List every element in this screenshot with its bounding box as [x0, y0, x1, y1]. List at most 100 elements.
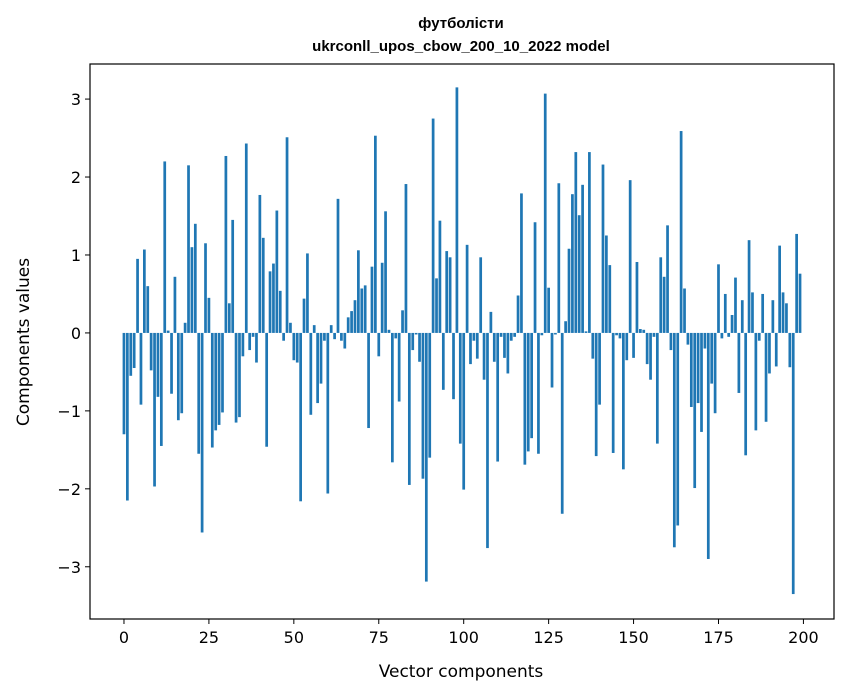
- bar-74: [374, 135, 377, 333]
- bar-34: [238, 332, 241, 418]
- bar-3: [132, 332, 136, 369]
- bar-106: [482, 332, 486, 380]
- bar-107: [486, 332, 489, 549]
- bar-19: [187, 165, 190, 333]
- bar-191: [771, 300, 775, 333]
- bar-94: [441, 332, 445, 390]
- bar-9: [153, 332, 156, 487]
- bar-127: [554, 332, 557, 335]
- bar-62: [333, 332, 336, 340]
- bar-171: [703, 332, 707, 349]
- bar-130: [564, 321, 567, 333]
- bar-11: [159, 332, 163, 446]
- bar-63: [336, 198, 340, 333]
- bar-10: [156, 332, 160, 397]
- bar-111: [499, 332, 503, 337]
- bar-189: [764, 332, 768, 422]
- bar-135: [581, 184, 584, 333]
- bar-96: [448, 257, 452, 333]
- bar-168: [693, 332, 697, 489]
- bar-48: [285, 137, 289, 333]
- bar-81: [397, 332, 401, 402]
- bar-50: [292, 332, 296, 361]
- bar-187: [757, 332, 761, 341]
- bar-55: [309, 332, 313, 415]
- bar-141: [601, 164, 605, 333]
- bar-5: [139, 332, 143, 405]
- y-axis-ticks: −3 −2 −1 0 1 2 3: [57, 90, 90, 577]
- y-tick-label: 2: [71, 168, 81, 187]
- bar-29: [221, 332, 224, 413]
- bar-163: [676, 332, 680, 526]
- x-axis-ticks: 0 25 50 75 100 125 150 175 200: [119, 619, 819, 647]
- bar-31: [227, 303, 231, 333]
- bar-146: [618, 332, 622, 339]
- bar-173: [710, 332, 714, 384]
- bar-158: [659, 257, 663, 333]
- x-tick-label: 125: [533, 628, 564, 647]
- bar-188: [761, 293, 765, 333]
- bar-102: [469, 332, 472, 365]
- bar-72: [367, 332, 370, 429]
- bar-32: [231, 219, 235, 333]
- bar-58: [319, 332, 323, 384]
- bar-42: [265, 332, 269, 447]
- bar-8: [149, 332, 153, 371]
- x-tick-label: 175: [703, 628, 734, 647]
- bar-109: [492, 332, 496, 362]
- bar-174: [713, 332, 717, 414]
- bar-132: [571, 194, 574, 333]
- bar-53: [302, 298, 306, 333]
- bar-57: [316, 332, 319, 404]
- bar-46: [278, 290, 282, 333]
- bar-165: [683, 288, 686, 333]
- y-tick-label: −1: [57, 402, 81, 421]
- bar-149: [628, 180, 632, 333]
- bar-198: [795, 233, 798, 333]
- bar-49: [289, 322, 292, 333]
- bar-18: [183, 322, 187, 333]
- bar-54: [306, 253, 309, 333]
- bar-4: [136, 258, 139, 333]
- bar-98: [455, 87, 459, 333]
- bar-124: [543, 93, 547, 333]
- bar-134: [577, 215, 581, 333]
- bar-195: [785, 303, 788, 333]
- bar-22: [197, 332, 201, 454]
- bar-69: [357, 250, 360, 333]
- bar-76: [380, 262, 384, 333]
- bar-28: [217, 332, 221, 425]
- bar-199: [798, 273, 802, 333]
- bar-23: [200, 332, 204, 533]
- bar-117: [520, 193, 523, 333]
- bar-114: [509, 332, 513, 341]
- bar-33: [234, 332, 238, 423]
- bar-122: [537, 332, 540, 454]
- bar-61: [329, 325, 333, 333]
- bar-80: [394, 332, 398, 339]
- bar-83: [404, 184, 408, 333]
- bar-64: [340, 332, 343, 341]
- bar-145: [615, 332, 618, 336]
- bar-112: [503, 332, 506, 358]
- bar-194: [781, 292, 785, 333]
- bar-92: [435, 278, 438, 333]
- bar-161: [669, 332, 673, 351]
- bar-170: [700, 332, 703, 432]
- bar-52: [299, 332, 302, 502]
- bar-90: [428, 332, 432, 458]
- bar-71: [363, 285, 367, 333]
- bar-41: [261, 237, 265, 333]
- bar-119: [526, 332, 530, 452]
- bar-118: [523, 332, 527, 465]
- x-tick-label: 100: [448, 628, 479, 647]
- bar-162: [672, 332, 676, 548]
- bar-75: [377, 332, 381, 357]
- bar-103: [472, 332, 476, 341]
- bar-26: [210, 332, 214, 448]
- bar-184: [747, 240, 751, 333]
- bar-24: [204, 243, 207, 333]
- bar-20: [190, 247, 194, 333]
- bar-175: [717, 264, 720, 333]
- bar-43: [268, 271, 272, 333]
